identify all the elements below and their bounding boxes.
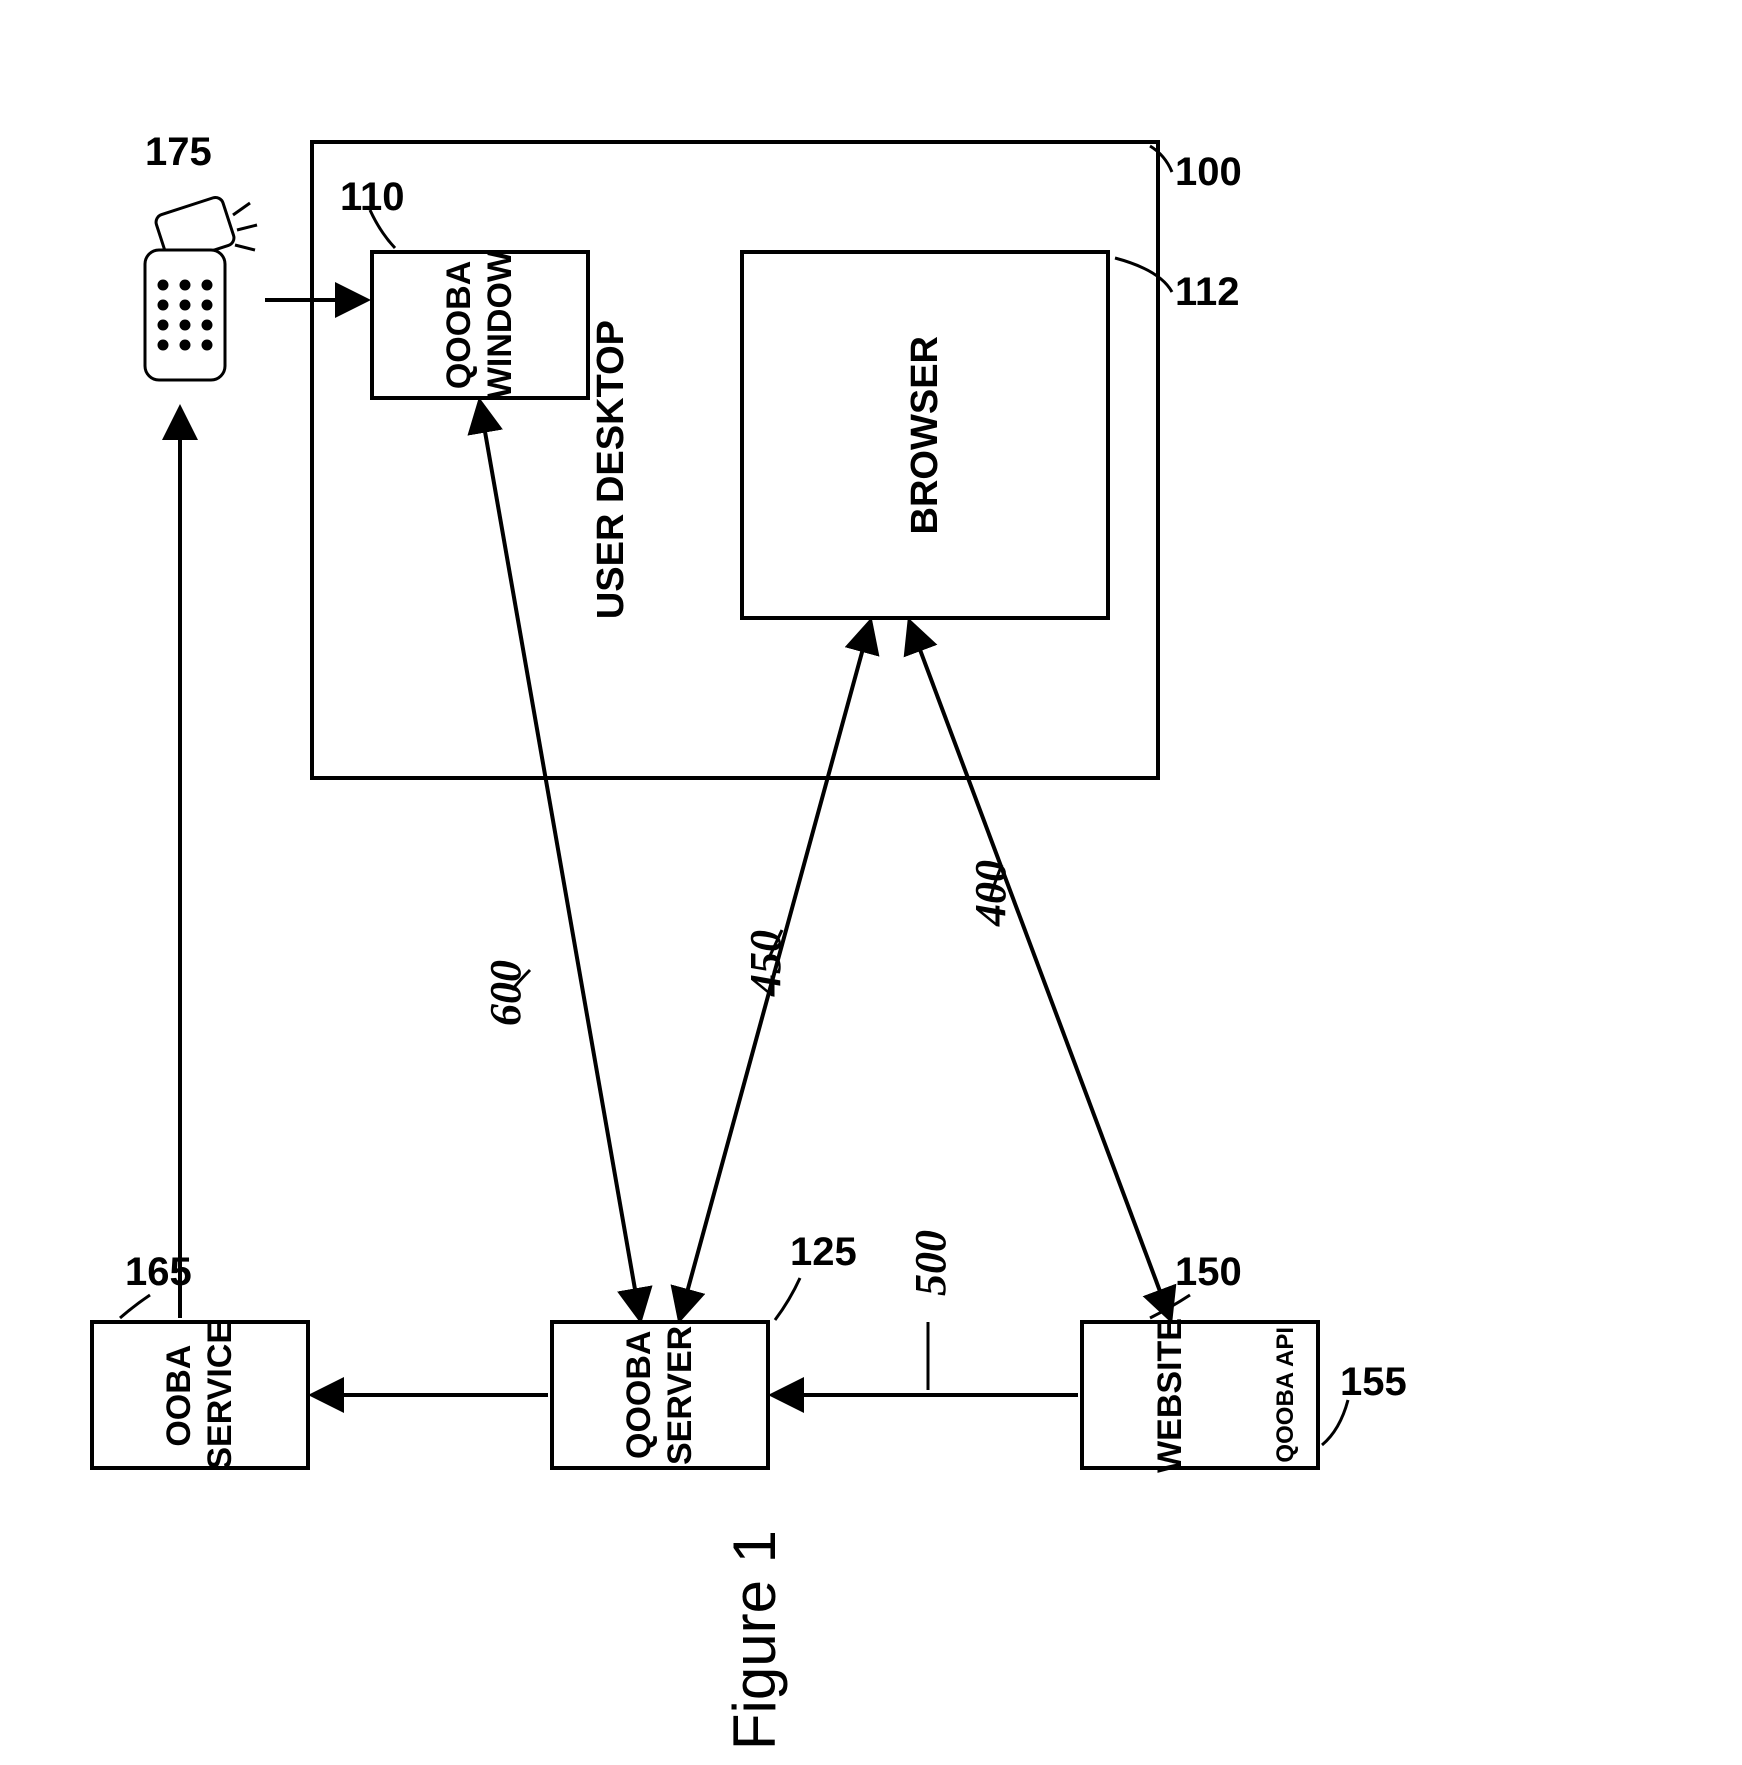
ooba-service-text: OOBA SERVICE [159,1321,241,1470]
qooba-server-text: QOOBA SERVER [619,1324,701,1466]
user-desktop-label: USER DESKTOP [590,320,633,619]
qooba-server-box: QOOBA SERVER [550,1320,770,1470]
qooba-window-text: QOOBA WINDOW [439,250,521,399]
website-text: WEBSITE [1151,1318,1190,1473]
ref-165: 165 [125,1250,192,1295]
phone-icon [105,195,265,405]
ref-125: 125 [790,1230,857,1275]
ref-150: 150 [1175,1250,1242,1295]
qooba-api-text: QOOBA API [1272,1327,1300,1463]
edge-450: 450 [740,930,791,996]
diagram-canvas: USER DESKTOP QOOBA WINDOW BROWSER OOBA S… [0,0,1742,1765]
qooba-window-box: QOOBA WINDOW [370,250,590,400]
browser-text: BROWSER [904,336,947,534]
ref-100: 100 [1175,150,1242,195]
ref-110: 110 [340,175,405,220]
edge-400: 400 [965,860,1016,926]
edge-600: 600 [480,960,531,1026]
ref-175: 175 [145,130,212,175]
ref-112: 112 [1175,270,1240,315]
edge-500: 500 [905,1230,956,1296]
website-box: WEBSITE QOOBA API [1080,1320,1320,1470]
browser-box: BROWSER [740,250,1110,620]
ref-155: 155 [1340,1360,1407,1405]
figure-label: Figure 1 [720,1530,789,1750]
ooba-service-box: OOBA SERVICE [90,1320,310,1470]
